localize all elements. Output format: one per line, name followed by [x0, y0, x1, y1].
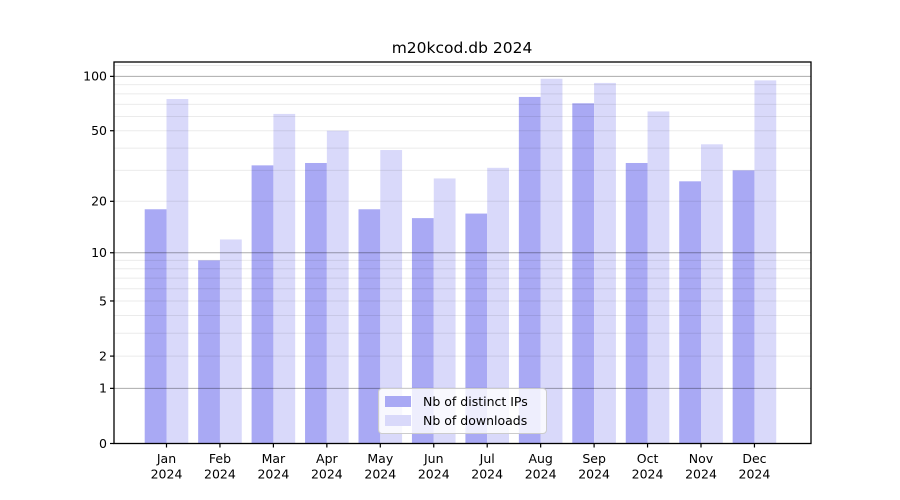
- legend-label-downloads: Nb of downloads: [423, 412, 528, 428]
- x-tick-label-year-jun: 2024: [418, 467, 450, 482]
- bar-downloads-oct: [647, 111, 670, 444]
- y-tick-label-10: 10: [91, 245, 107, 260]
- bar-distinct-ips-jun: [411, 218, 434, 444]
- x-tick-label-year-nov: 2024: [685, 467, 717, 482]
- x-tick-label-month-jan: Jan: [156, 451, 176, 466]
- y-tick-label-5: 5: [99, 293, 107, 308]
- bar-downloads-dec: [754, 80, 777, 444]
- bar-distinct-ips-sep: [572, 103, 595, 444]
- bar-distinct-ips-nov: [679, 181, 701, 444]
- legend-label-distinct-ips: Nb of distinct IPs: [423, 393, 528, 409]
- bar-distinct-ips-aug: [518, 96, 541, 444]
- x-tick-label-month-dec: Dec: [742, 451, 766, 466]
- bars-layer: [144, 78, 777, 444]
- legend-swatch-downloads: [385, 415, 411, 426]
- bar-downloads-sep: [594, 82, 616, 444]
- legend-swatch-distinct-ips: [385, 396, 411, 407]
- bar-distinct-ips-feb: [198, 260, 220, 444]
- bar-downloads-mar: [273, 113, 296, 444]
- bar-distinct-ips-may: [358, 209, 381, 444]
- x-tick-label-month-nov: Nov: [689, 451, 714, 466]
- bar-downloads-jul: [487, 167, 509, 444]
- bar-distinct-ips-oct: [625, 162, 648, 444]
- x-tick-label-month-apr: Apr: [316, 451, 338, 466]
- x-tick-label-year-feb: 2024: [204, 467, 236, 482]
- axes-layer: 0125102050100Jan2024Feb2024Mar2024Apr202…: [83, 69, 770, 482]
- bar-downloads-aug: [540, 78, 563, 444]
- chart-title: m20kcod.db 2024: [392, 39, 533, 57]
- x-tick-label-year-jul: 2024: [471, 467, 503, 482]
- y-tick-label-50: 50: [91, 123, 107, 138]
- x-tick-label-month-may: May: [367, 451, 393, 466]
- bar-downloads-apr: [326, 130, 349, 444]
- bar-distinct-ips-jul: [465, 213, 488, 444]
- y-tick-label-20: 20: [91, 194, 107, 209]
- legend: Nb of distinct IPs Nb of downloads: [378, 388, 547, 434]
- x-tick-label-month-jun: Jun: [423, 451, 444, 466]
- legend-item-downloads: Nb of downloads: [385, 412, 546, 428]
- x-tick-label-month-sep: Sep: [582, 451, 606, 466]
- x-tick-label-month-feb: Feb: [209, 451, 231, 466]
- x-tick-label-month-oct: Oct: [637, 451, 659, 466]
- gridlines-layer: [114, 65, 811, 389]
- bar-distinct-ips-dec: [732, 170, 755, 444]
- x-tick-label-year-jan: 2024: [151, 467, 183, 482]
- y-tick-label-100: 100: [83, 69, 107, 84]
- x-tick-label-year-dec: 2024: [739, 467, 771, 482]
- bar-downloads-jun: [433, 178, 456, 444]
- y-tick-label-2: 2: [99, 348, 107, 363]
- x-tick-label-year-apr: 2024: [311, 467, 343, 482]
- bar-downloads-feb: [219, 239, 242, 444]
- x-tick-label-month-aug: Aug: [528, 451, 552, 466]
- legend-item-distinct-ips: Nb of distinct IPs: [385, 393, 546, 409]
- x-tick-label-year-may: 2024: [364, 467, 396, 482]
- x-tick-label-year-aug: 2024: [525, 467, 557, 482]
- y-tick-label-1: 1: [99, 381, 107, 396]
- bar-downloads-jan: [166, 98, 189, 444]
- y-tick-label-0: 0: [99, 436, 107, 451]
- bar-downloads-nov: [701, 144, 723, 444]
- bar-distinct-ips-jan: [144, 209, 167, 444]
- bar-distinct-ips-mar: [251, 165, 274, 444]
- x-tick-label-year-sep: 2024: [578, 467, 610, 482]
- x-tick-label-year-mar: 2024: [257, 467, 289, 482]
- x-tick-label-month-mar: Mar: [262, 451, 286, 466]
- bar-distinct-ips-apr: [305, 162, 327, 444]
- bar-downloads-may: [380, 150, 403, 444]
- x-tick-label-year-oct: 2024: [632, 467, 664, 482]
- x-tick-label-month-jul: Jul: [479, 451, 495, 466]
